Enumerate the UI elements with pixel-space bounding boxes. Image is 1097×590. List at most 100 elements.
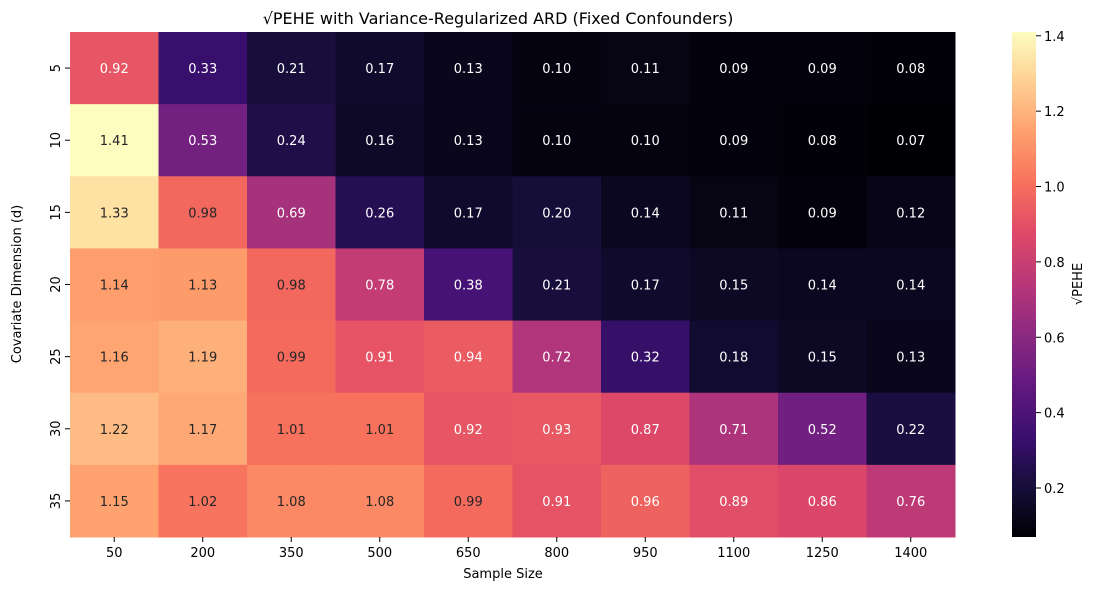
cell-value-label: 0.92 <box>454 423 483 438</box>
heatmap-cell <box>778 32 867 105</box>
cell-value-label: 1.01 <box>277 423 306 438</box>
cell-value-label: 0.78 <box>365 279 394 294</box>
heatmap-cell <box>247 392 336 466</box>
heatmap-cell <box>247 248 336 322</box>
heatmap-cell <box>512 176 602 249</box>
colorbar-tick-label: 1.2 <box>1044 105 1065 120</box>
heatmap-cell <box>424 104 513 177</box>
cell-value-label: 0.15 <box>719 279 748 294</box>
heatmap-cell <box>70 176 159 249</box>
x-tick-label: 350 <box>279 546 304 561</box>
heatmap-cell <box>601 248 690 322</box>
cell-value-label: 0.09 <box>719 134 748 149</box>
y-tick-label: 30 <box>49 421 64 438</box>
cell-value-label: 0.53 <box>188 134 217 149</box>
cell-value-label: 1.33 <box>100 206 129 221</box>
y-axis-ticks: 5 10 15 20 25 30 35 <box>49 64 70 509</box>
heatmap-cell <box>335 176 425 249</box>
heatmap-cell <box>424 176 513 249</box>
colorbar-tick-label: 1.4 <box>1044 30 1065 45</box>
cell-value-label: 0.69 <box>277 206 306 221</box>
y-axis-label: Covariate Dimension (d) <box>10 205 25 363</box>
heatmap-cell <box>335 320 425 394</box>
cell-value-label: 0.38 <box>454 279 483 294</box>
cell-value-label: 0.98 <box>188 206 217 221</box>
heatmap-cell <box>158 320 248 394</box>
heatmap-cell <box>778 320 867 394</box>
cell-value-label: 1.22 <box>100 423 129 438</box>
heatmap-cell <box>689 392 779 466</box>
heatmap-cell <box>158 248 248 322</box>
heatmap-cell <box>70 392 159 466</box>
cell-value-label: 0.17 <box>365 62 394 77</box>
heatmap-cell <box>512 392 602 466</box>
heatmap-cell <box>689 176 779 249</box>
cell-value-label: 0.10 <box>542 134 571 149</box>
x-axis-label: Sample Size <box>463 567 543 582</box>
heatmap-cell <box>601 104 690 177</box>
cell-value-label: 0.16 <box>365 134 394 149</box>
cell-value-label: 0.32 <box>631 351 660 366</box>
cell-value-label: 0.71 <box>719 423 748 438</box>
heatmap-cell <box>247 104 336 177</box>
heatmap-cell <box>424 392 513 466</box>
cell-value-label: 0.24 <box>277 134 306 149</box>
y-tick-label: 35 <box>49 493 64 510</box>
heatmap-cell <box>778 104 867 177</box>
heatmap-cell <box>247 464 336 538</box>
heatmap-cell <box>424 464 513 538</box>
cell-value-label: 0.13 <box>454 62 483 77</box>
heatmap-cell <box>335 104 425 177</box>
x-tick-label: 1250 <box>806 546 839 561</box>
cell-value-label: 0.22 <box>896 423 925 438</box>
cell-value-label: 0.11 <box>719 206 748 221</box>
heatmap-cell <box>512 248 602 322</box>
cell-value-label: 1.19 <box>188 351 217 366</box>
y-tick-label: 20 <box>49 276 64 293</box>
heatmap-cell <box>601 320 690 394</box>
cell-value-label: 1.14 <box>100 279 129 294</box>
cell-value-label: 0.17 <box>454 206 483 221</box>
cell-value-label: 1.17 <box>188 423 217 438</box>
cell-value-label: 0.09 <box>808 62 837 77</box>
cell-value-label: 0.91 <box>542 495 571 510</box>
cell-value-label: 0.26 <box>365 206 394 221</box>
cell-value-label: 0.14 <box>631 206 660 221</box>
heatmap-cells <box>70 32 956 538</box>
heatmap-cell <box>424 320 513 394</box>
cell-value-label: 0.14 <box>808 279 837 294</box>
colorbar-tick-label: 0.2 <box>1044 482 1065 497</box>
heatmap-cell <box>158 32 248 105</box>
cell-value-label: 0.76 <box>896 495 925 510</box>
heatmap-cell <box>866 392 956 466</box>
cell-value-label: 0.86 <box>808 495 837 510</box>
cell-value-label: 0.07 <box>896 134 925 149</box>
colorbar-label: √PEHE <box>1071 263 1086 305</box>
heatmap-cell <box>335 248 425 322</box>
heatmap-cell <box>689 32 779 105</box>
x-tick-label: 1100 <box>717 546 750 561</box>
cell-value-label: 0.89 <box>719 495 748 510</box>
heatmap-cell <box>158 392 248 466</box>
cell-value-label: 0.10 <box>631 134 660 149</box>
y-tick-label: 25 <box>49 348 64 365</box>
heatmap-cell <box>247 32 336 105</box>
heatmap-cell <box>778 248 867 322</box>
heatmap-cell <box>247 176 336 249</box>
heatmap-cell <box>866 104 956 177</box>
heatmap-cell <box>70 104 159 177</box>
cell-value-label: 0.99 <box>277 351 306 366</box>
heatmap-cell <box>866 320 956 394</box>
cell-value-label: 0.21 <box>277 62 306 77</box>
heatmap-cell <box>601 392 690 466</box>
heatmap-cell <box>778 464 867 538</box>
colorbar-tick-label: 0.4 <box>1044 407 1065 422</box>
x-tick-label: 1400 <box>894 546 927 561</box>
cell-value-label: 0.13 <box>454 134 483 149</box>
heatmap-cell <box>158 464 248 538</box>
heatmap-cell <box>424 32 513 105</box>
cell-value-label: 0.18 <box>719 351 748 366</box>
cell-value-label: 0.08 <box>808 134 837 149</box>
cell-value-label: 0.91 <box>365 351 394 366</box>
